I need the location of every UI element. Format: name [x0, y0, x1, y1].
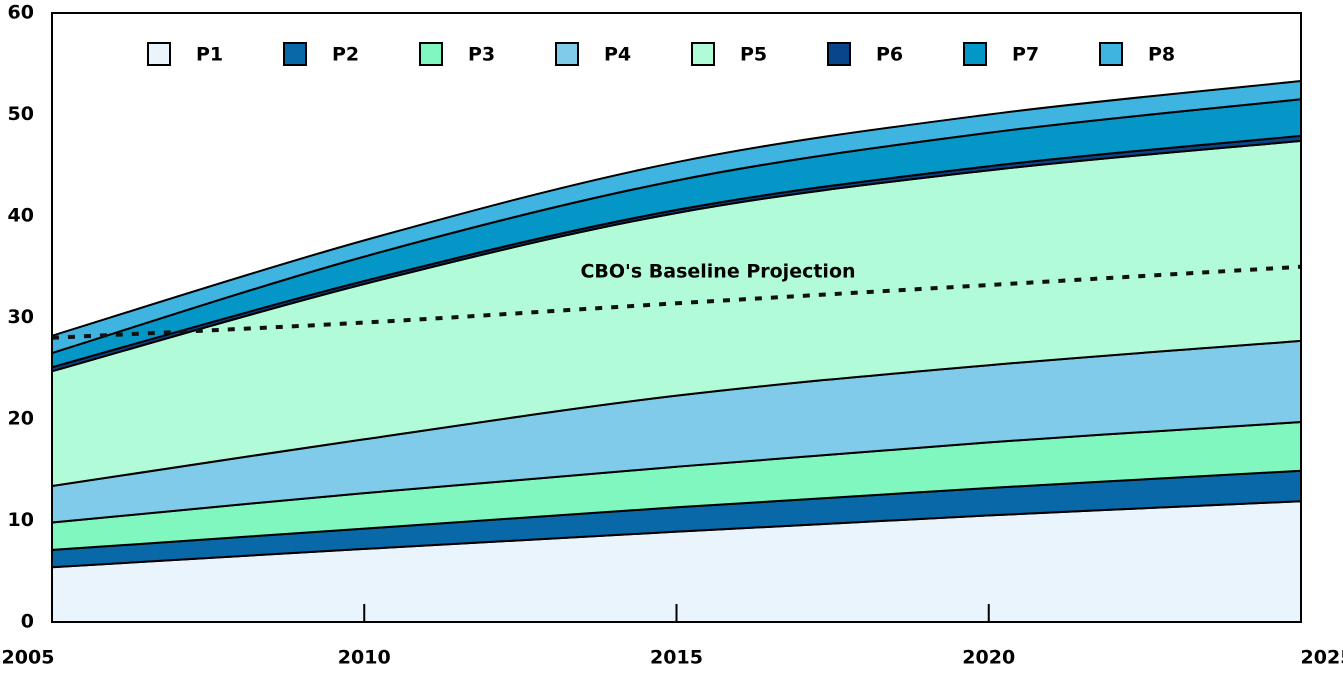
- legend-label: P7: [1012, 44, 1039, 66]
- legend-label: P1: [196, 44, 223, 66]
- legend-swatch: [1099, 42, 1123, 66]
- y-tick-label: 10: [8, 509, 34, 531]
- annotation: CBO's Baseline Projection: [580, 261, 855, 283]
- legend-label: P3: [468, 44, 495, 66]
- x-tick-label: 2020: [962, 647, 1015, 669]
- x-tick-label: 2010: [338, 647, 391, 669]
- y-tick-label: 0: [21, 611, 34, 633]
- legend-label: P6: [876, 44, 903, 66]
- x-tick-label: 2025: [1301, 647, 1343, 669]
- legend-swatch: [691, 42, 715, 66]
- legend-label: P8: [1148, 44, 1175, 66]
- legend-swatch: [147, 42, 171, 66]
- legend-label: P4: [604, 44, 631, 66]
- x-tick-label: 2015: [650, 647, 703, 669]
- y-tick-label: 40: [8, 205, 34, 227]
- legend-swatch: [419, 42, 443, 66]
- legend-swatch: [963, 42, 987, 66]
- legend-label: P2: [332, 44, 359, 66]
- legend-swatch: [555, 42, 579, 66]
- x-tick-label: 2005: [2, 647, 55, 669]
- y-tick-label: 20: [8, 408, 34, 430]
- y-tick-label: 60: [8, 2, 34, 24]
- legend-swatch: [827, 42, 851, 66]
- y-tick-label: 50: [8, 103, 34, 125]
- legend-swatch: [283, 42, 307, 66]
- baseline-line: [51, 264, 1302, 340]
- legend-label: P5: [740, 44, 767, 66]
- y-tick-label: 30: [8, 306, 34, 328]
